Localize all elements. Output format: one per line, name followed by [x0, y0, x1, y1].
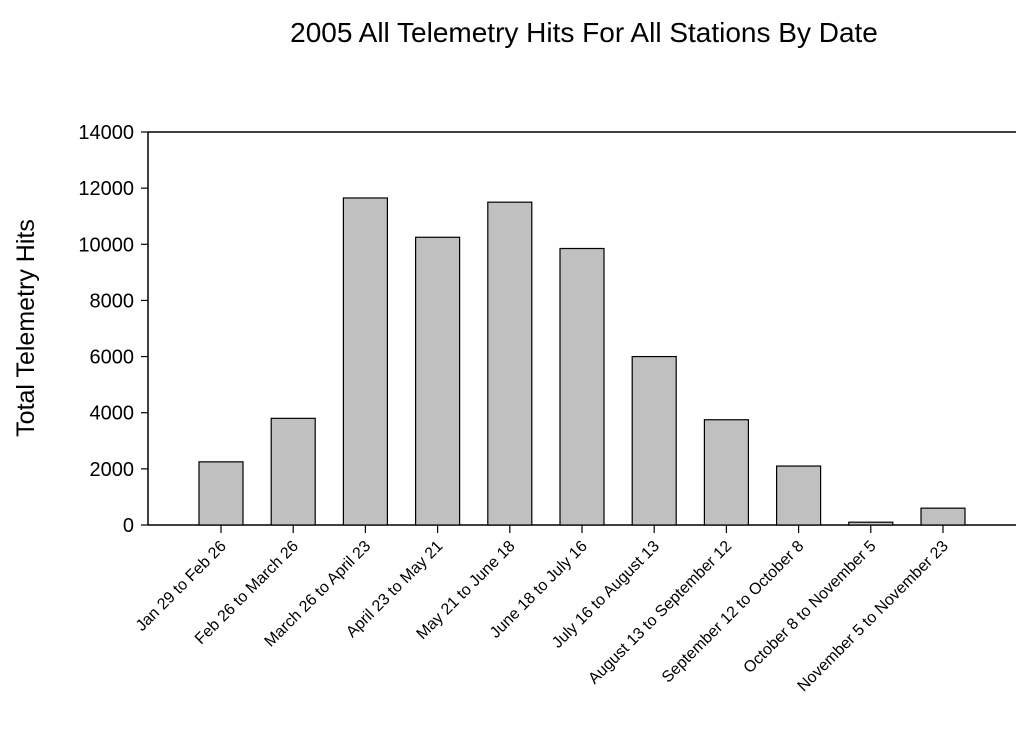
- bar: [415, 236, 461, 526]
- y-tick-label: 2000: [90, 459, 135, 481]
- x-tick-label: October 8 to November 5: [741, 538, 880, 677]
- bar: [631, 355, 677, 526]
- bar: [848, 521, 894, 526]
- x-tick-label: September 12 to October 8: [659, 538, 808, 687]
- y-tick-label: 6000: [90, 347, 135, 369]
- y-axis-label: Total Telemetry Hits: [12, 219, 40, 437]
- y-tick-label: 4000: [90, 403, 135, 425]
- bar: [270, 417, 316, 526]
- y-tick-label: 14000: [78, 122, 134, 144]
- bar: [920, 507, 966, 526]
- x-tick-label: August 13 to September 12: [585, 538, 735, 688]
- bar: [559, 247, 605, 526]
- y-tick-label: 12000: [78, 178, 134, 200]
- bar: [487, 201, 533, 526]
- bar: [775, 465, 822, 526]
- bar: [198, 461, 244, 526]
- x-tick-label: November 5 to November 23: [795, 538, 952, 695]
- bar: [342, 197, 388, 526]
- y-tick-label: 10000: [78, 234, 134, 256]
- chart-title: 2005 All Telemetry Hits For All Stations…: [290, 17, 878, 48]
- bar: [703, 419, 750, 526]
- y-tick-label: 8000: [90, 290, 135, 312]
- y-tick-label: 0: [123, 515, 134, 537]
